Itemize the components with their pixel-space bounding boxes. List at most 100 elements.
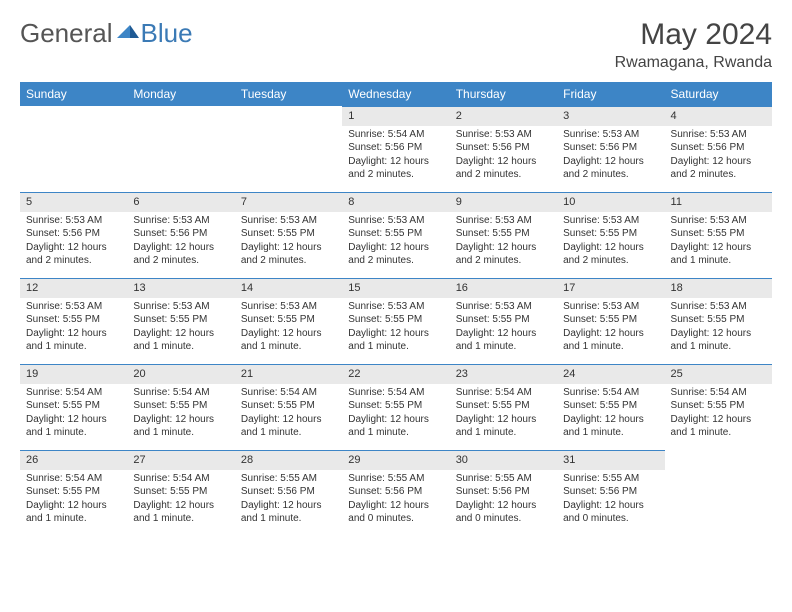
day-number: 7: [235, 192, 342, 212]
day-number: 22: [342, 364, 449, 384]
day-number: 21: [235, 364, 342, 384]
calendar-day-cell: 15Sunrise: 5:53 AMSunset: 5:55 PMDayligh…: [342, 278, 449, 364]
sunset-line: Sunset: 5:56 PM: [563, 141, 658, 155]
calendar-day-cell: 9Sunrise: 5:53 AMSunset: 5:55 PMDaylight…: [450, 192, 557, 278]
sunset-line: Sunset: 5:55 PM: [348, 313, 443, 327]
sunrise-line: Sunrise: 5:53 AM: [348, 214, 443, 228]
day-details: Sunrise: 5:53 AMSunset: 5:56 PMDaylight:…: [557, 126, 664, 186]
calendar-day-cell: [20, 106, 127, 192]
daylight-line: Daylight: 12 hours and 1 minute.: [348, 413, 443, 440]
sunrise-line: Sunrise: 5:54 AM: [133, 472, 228, 486]
day-details: Sunrise: 5:54 AMSunset: 5:55 PMDaylight:…: [665, 384, 772, 444]
sunrise-line: Sunrise: 5:53 AM: [241, 214, 336, 228]
daylight-line: Daylight: 12 hours and 1 minute.: [133, 327, 228, 354]
calendar-week-row: 1 Sunrise: 5:54 AM Sunset: 5:56 PM Daylight…: [20, 106, 772, 192]
day-details: Sunrise: 5:53 AMSunset: 5:55 PMDaylight:…: [235, 212, 342, 272]
calendar-day-cell: 13Sunrise: 5:53 AMSunset: 5:55 PMDayligh…: [127, 278, 234, 364]
day-details: Sunrise: 5:53 AMSunset: 5:55 PMDaylight:…: [342, 298, 449, 358]
daylight-line: Daylight: 12 hours and 2 minutes.: [563, 241, 658, 268]
day-number: 17: [557, 278, 664, 298]
sunset-line: Sunset: 5:55 PM: [671, 399, 766, 413]
daylight-line: Daylight: 12 hours and 1 minute.: [26, 413, 121, 440]
sunrise-line: Sunrise: 5:53 AM: [563, 300, 658, 314]
day-details: Sunrise: 5:54 AMSunset: 5:55 PMDaylight:…: [127, 384, 234, 444]
day-details: Sunrise: 5:53 AMSunset: 5:55 PMDaylight:…: [557, 298, 664, 358]
day-details: Sunrise: 5:53 AMSunset: 5:55 PMDaylight:…: [665, 298, 772, 358]
day-number: 1: [342, 106, 449, 126]
daylight-line: Daylight: 12 hours and 2 minutes.: [456, 155, 551, 182]
sunrise-line: Sunrise: 5:53 AM: [26, 300, 121, 314]
calendar-day-cell: [665, 450, 772, 536]
day-details: Sunrise: 5:54 AMSunset: 5:55 PMDaylight:…: [342, 384, 449, 444]
sunset-line: Sunset: 5:55 PM: [563, 313, 658, 327]
calendar-day-cell: 27Sunrise: 5:54 AMSunset: 5:55 PMDayligh…: [127, 450, 234, 536]
daylight-line: Daylight: 12 hours and 2 minutes.: [348, 155, 443, 182]
sunset-line: Sunset: 5:55 PM: [563, 399, 658, 413]
calendar-day-cell: 6Sunrise: 5:53 AMSunset: 5:56 PMDaylight…: [127, 192, 234, 278]
header: General Blue May 2024 Rwamagana, Rwanda: [20, 18, 772, 72]
day-number: 31: [557, 450, 664, 470]
sunrise-line: Sunrise: 5:54 AM: [348, 128, 443, 142]
sunrise-line: Sunrise: 5:55 AM: [456, 472, 551, 486]
sunrise-line: Sunrise: 5:53 AM: [133, 214, 228, 228]
daylight-line: Daylight: 12 hours and 2 minutes.: [456, 241, 551, 268]
daylight-line: Daylight: 12 hours and 1 minute.: [241, 499, 336, 526]
daylight-line: Daylight: 12 hours and 1 minute.: [671, 327, 766, 354]
sunrise-line: Sunrise: 5:54 AM: [26, 472, 121, 486]
daylight-line: Daylight: 12 hours and 1 minute.: [133, 413, 228, 440]
day-number: 15: [342, 278, 449, 298]
day-number: 4: [665, 106, 772, 126]
day-details: Sunrise: 5:53 AMSunset: 5:55 PMDaylight:…: [127, 298, 234, 358]
sunrise-line: Sunrise: 5:55 AM: [348, 472, 443, 486]
sunrise-line: Sunrise: 5:54 AM: [563, 386, 658, 400]
calendar-day-cell: 19Sunrise: 5:54 AMSunset: 5:55 PMDayligh…: [20, 364, 127, 450]
daylight-line: Daylight: 12 hours and 1 minute.: [26, 327, 121, 354]
sunrise-line: Sunrise: 5:53 AM: [26, 214, 121, 228]
month-title: May 2024: [615, 18, 772, 52]
calendar-day-cell: 16Sunrise: 5:53 AMSunset: 5:55 PMDayligh…: [450, 278, 557, 364]
day-details: Sunrise: 5:54 AMSunset: 5:55 PMDaylight:…: [127, 470, 234, 530]
logo: General Blue: [20, 18, 193, 49]
day-number: 6: [127, 192, 234, 212]
sunrise-line: Sunrise: 5:54 AM: [133, 386, 228, 400]
daylight-line: Daylight: 12 hours and 1 minute.: [241, 413, 336, 440]
day-number: 25: [665, 364, 772, 384]
daylight-line: Daylight: 12 hours and 1 minute.: [671, 413, 766, 440]
calendar-day-cell: 25Sunrise: 5:54 AMSunset: 5:55 PMDayligh…: [665, 364, 772, 450]
day-number: 29: [342, 450, 449, 470]
sunset-line: Sunset: 5:56 PM: [563, 485, 658, 499]
calendar-day-cell: 20Sunrise: 5:54 AMSunset: 5:55 PMDayligh…: [127, 364, 234, 450]
daylight-line: Daylight: 12 hours and 2 minutes.: [26, 241, 121, 268]
calendar-day-cell: 1Sunrise: 5:54 AMSunset: 5:56 PMDaylight…: [342, 106, 449, 192]
day-details: Sunrise: 5:55 AMSunset: 5:56 PMDaylight:…: [235, 470, 342, 530]
day-number: 27: [127, 450, 234, 470]
day-number: 11: [665, 192, 772, 212]
day-details: Sunrise: 5:53 AMSunset: 5:55 PMDaylight:…: [450, 298, 557, 358]
day-number: 26: [20, 450, 127, 470]
calendar-week-row: 12Sunrise: 5:53 AMSunset: 5:55 PMDayligh…: [20, 278, 772, 364]
day-details: Sunrise: 5:53 AMSunset: 5:56 PMDaylight:…: [450, 126, 557, 186]
daylight-line: Daylight: 12 hours and 2 minutes.: [671, 155, 766, 182]
sunrise-line: Sunrise: 5:53 AM: [671, 214, 766, 228]
daylight-line: Daylight: 12 hours and 0 minutes.: [563, 499, 658, 526]
daylight-line: Daylight: 12 hours and 1 minute.: [348, 327, 443, 354]
sunset-line: Sunset: 5:55 PM: [133, 485, 228, 499]
calendar-day-cell: 10Sunrise: 5:53 AMSunset: 5:55 PMDayligh…: [557, 192, 664, 278]
day-number: 18: [665, 278, 772, 298]
day-details: Sunrise: 5:54 AMSunset: 5:55 PMDaylight:…: [20, 470, 127, 530]
day-number: 9: [450, 192, 557, 212]
day-details: Sunrise: 5:53 AMSunset: 5:55 PMDaylight:…: [235, 298, 342, 358]
logo-text-1: General: [20, 18, 113, 49]
calendar-day-cell: 22Sunrise: 5:54 AMSunset: 5:55 PMDayligh…: [342, 364, 449, 450]
calendar-day-cell: 17Sunrise: 5:53 AMSunset: 5:55 PMDayligh…: [557, 278, 664, 364]
sunrise-line: Sunrise: 5:53 AM: [456, 128, 551, 142]
sunrise-line: Sunrise: 5:55 AM: [241, 472, 336, 486]
day-header: Tuesday: [235, 82, 342, 106]
daylight-line: Daylight: 12 hours and 2 minutes.: [348, 241, 443, 268]
day-details: Sunrise: 5:55 AMSunset: 5:56 PMDaylight:…: [450, 470, 557, 530]
calendar-day-cell: 18Sunrise: 5:53 AMSunset: 5:55 PMDayligh…: [665, 278, 772, 364]
daylight-line: Daylight: 12 hours and 1 minute.: [563, 327, 658, 354]
sunset-line: Sunset: 5:55 PM: [133, 313, 228, 327]
day-header: Sunday: [20, 82, 127, 106]
calendar-day-cell: 21Sunrise: 5:54 AMSunset: 5:55 PMDayligh…: [235, 364, 342, 450]
